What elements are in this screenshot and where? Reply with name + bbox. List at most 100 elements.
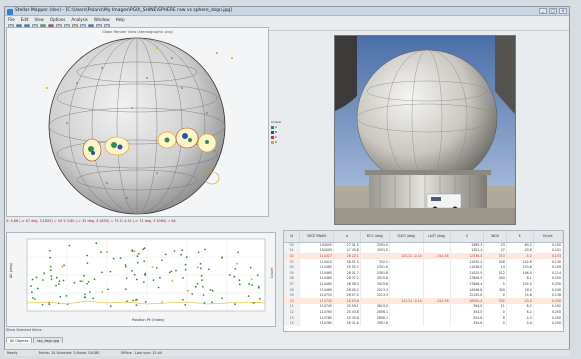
table-row[interactable]: 09 114725 26 57.5 2013.3 12145.0 0 14.6 0.136: [284, 292, 563, 298]
table-row[interactable]: 01 104005 27 45.8 2501.5 1301.4 27 43.8 0.101: [284, 247, 563, 254]
menu-edit[interactable]: Edit: [20, 17, 29, 22]
scatter-point: [248, 283, 251, 286]
scatter-point: [124, 288, 127, 291]
table-cell: [389, 314, 424, 321]
table-cell: 26 31.6: [333, 320, 361, 326]
menu-file[interactable]: File: [8, 17, 15, 22]
scatter-point: [119, 257, 122, 260]
scatter-point: [137, 261, 139, 264]
table-cell: 28 51.3: [333, 258, 361, 265]
column-header[interactable]: SLEO (deg): [389, 231, 424, 243]
table-cell: 114465: [299, 286, 334, 293]
table-cell: 4.4: [506, 320, 534, 326]
table-row[interactable]: 02 114327 28 22.1 101.21 -0.14 -014.35 12336.…: [284, 253, 563, 259]
column-header[interactable]: S: [450, 231, 485, 243]
dome-photo: [335, 36, 515, 224]
scatter-point: [133, 250, 136, 253]
table-row[interactable]: 13 114785 25 35.8 2856.1 354.6 8 4.3 0.250: [284, 314, 563, 321]
column-header[interactable]: Errors: [533, 231, 563, 243]
scatter-point: [144, 274, 147, 276]
scatter-point: [65, 295, 68, 297]
minimize-button[interactable]: _: [539, 8, 547, 14]
table-cell: 29.4: [506, 286, 534, 293]
scatter-plot-panel[interactable]: Alt (deg) Position Ph (Index) Count: [6, 232, 276, 327]
legend-swatch-c: [271, 135, 274, 139]
scatter-point: [132, 299, 134, 302]
table-cell: 2341.6: [360, 264, 391, 270]
table-cell: 27 41.5: [333, 242, 361, 248]
row-id: 10: [284, 297, 301, 304]
scatter-point: [168, 271, 171, 274]
table-cell: 352.2: [360, 258, 391, 265]
data-table-panel[interactable]: Id SRCE RNAM A BT.0 (deg) SLEO (deg) LAS…: [283, 230, 564, 332]
table-row[interactable]: 04 114465 29 55.7 2341.6 11046.0 14 103.6 0.109: [284, 264, 563, 270]
scatter-point: [175, 269, 177, 272]
menu-view[interactable]: View: [34, 17, 44, 22]
scatter-point: [182, 277, 184, 279]
table-row[interactable]: 11 114745 25 59.1 3815.0 394.0 11 8.2 0.192: [284, 303, 563, 310]
table-cell: 0: [483, 292, 507, 298]
table-cell: 14.6: [506, 292, 534, 298]
menu-window[interactable]: Window: [93, 17, 110, 22]
window-title: Stellar Mapper (dev) - [C:\Users\Polaris…: [15, 8, 232, 13]
table-row[interactable]: 07 114465 26 58.3 3015.8 17806.4 5 145.0 0.230: [284, 281, 563, 287]
table-row[interactable]: 14 114785 26 31.6 2901.8 354.6 0 4.4 0.250: [284, 320, 563, 326]
status-points: Points: 15 Selected: 3 Mode: GLOBE: [38, 351, 100, 355]
table-row[interactable]: 03 114415 28 51.3 352.2 11020.2 426 142.8 0.130: [284, 258, 563, 265]
scatter-point: [100, 251, 102, 254]
table-cell: 0.109: [533, 264, 563, 270]
row-id: 08: [284, 286, 301, 293]
table-cell: [423, 264, 451, 270]
scatter-ylabel: Alt (deg): [9, 262, 13, 278]
menu-help[interactable]: Help: [115, 17, 125, 22]
table-cell: 145.0: [506, 281, 534, 287]
table-cell: 11046.0: [450, 264, 485, 270]
scatter-point: [196, 282, 199, 285]
globe-canvas[interactable]: [7, 28, 270, 218]
scatter-point: [207, 268, 210, 271]
column-header[interactable]: Id: [284, 231, 301, 243]
column-header[interactable]: BT.0 (deg): [360, 231, 391, 243]
scatter-point: [256, 274, 259, 277]
column-header[interactable]: INDX: [483, 231, 507, 243]
scatter-point: [109, 305, 112, 308]
table-cell: 14946.6: [450, 286, 485, 293]
globe-view-panel[interactable]: Globe Render View (stereographic proj): [6, 27, 269, 217]
tab-image[interactable]: sky_dsgn.jpg: [33, 337, 63, 343]
table-row[interactable]: 05 114465 28 51.7 2391.8 11025.5 512 146.4 0.11…: [284, 269, 563, 276]
table-cell: [389, 303, 424, 310]
table-cell: 1565.3: [450, 242, 485, 248]
table-cell: 0.192: [533, 303, 563, 310]
scatter-point: [142, 248, 145, 251]
table-row[interactable]: 12 114765 25 43.8 2856.1 354.5 0 6.2 0.250: [284, 309, 563, 315]
scatter-point: [63, 264, 65, 267]
table-row[interactable]: 08 114465 26 45.2 2013.3 14946.6 300 29.4 0.240: [284, 286, 563, 293]
scatter-point: [49, 265, 52, 268]
scatter-point: [55, 284, 57, 287]
table-row[interactable]: 06 114465 28 37.2 3015.8 17806.5 404 8.1 0.250: [284, 275, 563, 282]
table-row[interactable]: 00 104005 27 41.5 2591.0 1565.3 23 60.2 0.100: [284, 242, 563, 248]
row-id: 09: [284, 292, 301, 298]
scatter-point: [195, 285, 197, 288]
tab-all-objects[interactable]: All Objects: [6, 337, 33, 343]
scatter-point: [161, 301, 164, 304]
scatter-point: [31, 278, 34, 281]
table-row[interactable]: 10 114745 26 53.6 101.21 -0.14 -014.35 16500.…: [284, 297, 563, 304]
scatter-point: [202, 294, 205, 296]
scatter-point: [83, 274, 85, 277]
scatter-plot[interactable]: Alt (deg) Position Ph (Index) Count: [7, 233, 277, 328]
scatter-point: [221, 297, 224, 300]
scatter-point: [238, 283, 241, 286]
column-header[interactable]: LAST (deg): [423, 231, 451, 243]
photo-view-panel[interactable]: [334, 35, 516, 225]
close-button[interactable]: ×: [559, 8, 567, 14]
scatter-point: [200, 274, 203, 277]
column-header[interactable]: A: [333, 231, 361, 243]
maximize-button[interactable]: □: [549, 8, 557, 14]
menu-analysis[interactable]: Analysis: [71, 17, 88, 22]
column-header[interactable]: E: [506, 231, 534, 243]
app-icon: [7, 8, 13, 15]
table-cell: 114465: [299, 281, 334, 287]
column-header[interactable]: SRCE RNAM: [299, 231, 334, 243]
menu-options[interactable]: Options: [49, 17, 66, 22]
